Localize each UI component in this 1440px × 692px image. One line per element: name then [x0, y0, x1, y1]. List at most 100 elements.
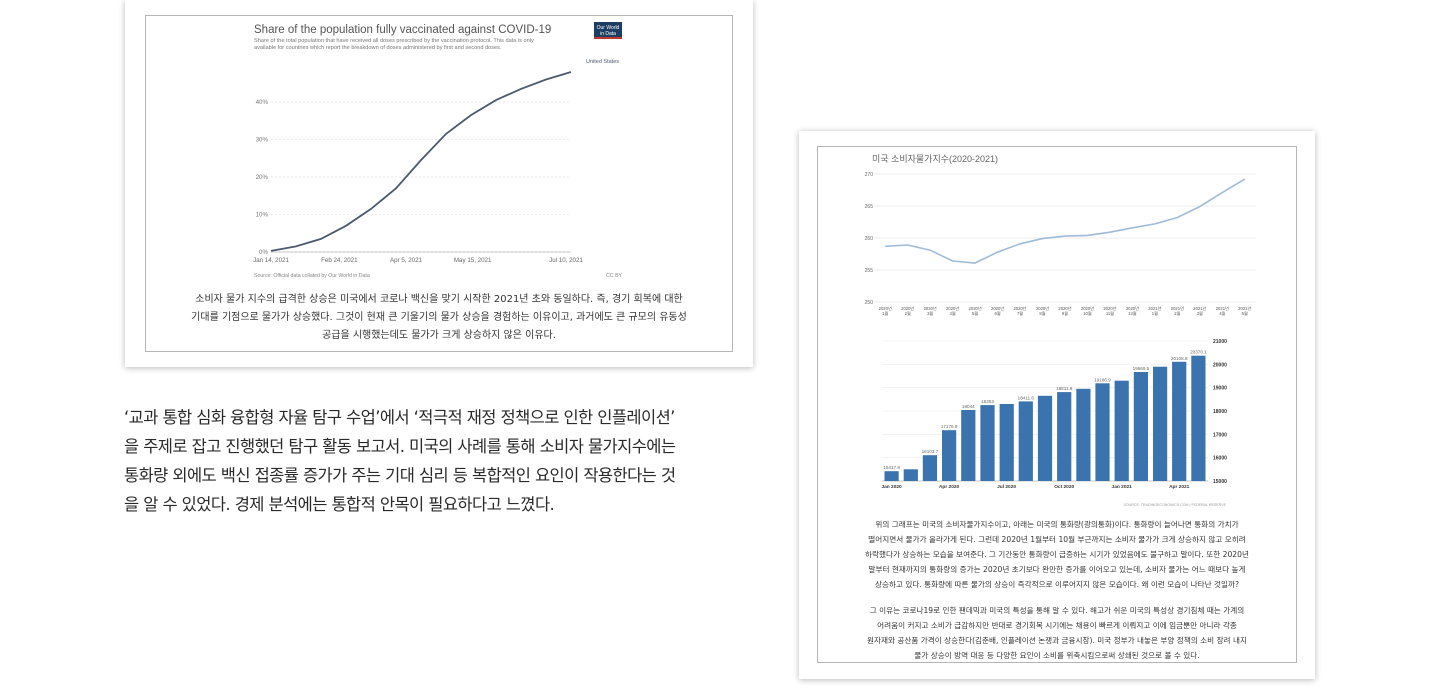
cpi-x-tick-month: 12월 [1128, 310, 1137, 317]
paragraph-line: 하락했다가 상승하는 모습을 보여준다. 그 기간동안 통화량이 급증하는 시기… [865, 550, 1249, 559]
report-line: ‘교과 통합 심화 융합형 자율 탐구 수업’에서 ‘적극적 재정 정책으로 인… [124, 408, 675, 427]
m2-data-label: 19186.9 [1094, 377, 1111, 382]
m2-data-label: 18253 [981, 399, 994, 404]
m2-data-label: 18044 [962, 404, 975, 409]
cpi-x-tick-month: 1월 [1152, 310, 1158, 317]
report-line: 을 알 수 있었다. 경제 분석에는 통합적 안목이 필요하다고 느꼈다. [124, 495, 555, 514]
cpi-x-tick-month: 4월 [1219, 310, 1225, 317]
cpi-x-tick-month: 6월 [994, 310, 1000, 317]
cpi-x-tick-year: 2021년 [1216, 305, 1229, 311]
m2-data-label: 19669.5 [1133, 366, 1150, 371]
cpi-x-tick-month: 1월 [882, 310, 888, 317]
cpi-line-chart: 미국 소비자물가지수(2020-2021) 270 265 260 255 250 20… [865, 154, 1256, 317]
cpi-x-tick-month: 2월 [1174, 310, 1180, 317]
m2-bar [1191, 355, 1206, 481]
cpi-x-tick-month: 3월 [927, 310, 933, 317]
m2-data-label: 20370.1 [1190, 350, 1207, 355]
cpi-paragraph-1: 위의 그래프는 미국의 소비자물가지수이고, 아래는 미국의 통화량(광의통화)… [818, 517, 1296, 592]
cpi-x-tick-year: 2020년 [1036, 305, 1049, 311]
cpi-y-tick-label: 250 [865, 300, 874, 306]
paragraph-line: 물가 상승이 방역 대응 등 다양한 요인이 소비를 위축시킴으로써 상쇄된 것… [914, 651, 1200, 660]
paragraph-line: 위의 그래프는 미국의 소비자물가지수이고, 아래는 미국의 통화량(광의통화)… [875, 520, 1239, 529]
m2-data-label: 18811.6 [1056, 386, 1073, 391]
x-tick-label: Apr 5, 2021 [390, 257, 423, 264]
cpi-x-tick-month: 2월 [905, 310, 911, 317]
cpi-x-tick-month: 4월 [950, 310, 956, 317]
cpi-card-frame: 미국 소비자물가지수(2020-2021) 270 265 260 255 250 20… [817, 146, 1297, 663]
m2-bar [1076, 388, 1091, 481]
m2-bar [922, 455, 937, 481]
cpi-series-line [885, 178, 1246, 264]
cpi-paragraph-2: 그 이유는 코로나19로 인한 팬데믹과 미국의 특성을 통해 알 수 있다. … [818, 603, 1296, 662]
m2-bar [1057, 392, 1072, 481]
m2-y-tick-label: 15000 [1213, 479, 1227, 485]
owid-logo-line: in Data [600, 31, 616, 37]
cpi-x-tick-year: 2020년 [969, 305, 982, 311]
m2-y-tick-label: 17000 [1213, 432, 1227, 438]
y-tick-label: 30% [256, 137, 269, 144]
m2-y-tick-label: 18000 [1213, 409, 1227, 415]
series-line-united-states [270, 71, 572, 252]
owid-logo-line: Our World [597, 25, 620, 31]
vaccination-chart: Share of the population fully vaccinated… [253, 22, 623, 279]
m2-bar [1037, 395, 1053, 481]
m2-y-tick-label: 21000 [1213, 339, 1227, 345]
cpi-chart-title: 미국 소비자물가지수(2020-2021) [872, 154, 998, 164]
cpi-x-tick-year: 2020년 [1081, 305, 1094, 311]
m2-bar [980, 405, 995, 481]
y-tick-label: 10% [256, 212, 269, 219]
cpi-y-tick-label: 260 [865, 236, 874, 242]
vaccination-report-card: Share of the population fully vaccinated… [125, 0, 753, 367]
cpi-x-tick-year: 2020년 [924, 305, 937, 311]
m2-source: SOURCE: TRADINGECONOMICS.COM | FEDERAL R… [1123, 503, 1226, 507]
chart-license: CC BY [606, 273, 622, 279]
chart-subtitle-line: available for countries which report the… [254, 45, 502, 51]
m2-bar [942, 430, 957, 481]
vaccination-caption: 소비자 물가 지수의 급격한 상승은 미국에서 코로나 백신을 맞기 시작한 2… [146, 291, 732, 345]
chart-source: Source: Official data collated by Our Wo… [254, 273, 370, 279]
cpi-x-tick-month: 5월 [972, 310, 978, 317]
cpi-x-tick-year: 2021년 [1193, 305, 1206, 311]
y-tick-label: 40% [256, 99, 269, 106]
cpi-x-tick-year: 2020년 [946, 305, 959, 311]
paragraph-line: 원자재와 공산품 가격이 상승한다(김춘배, 인플레이션 논쟁과 금융시장). … [867, 636, 1247, 645]
paragraph-line: 어려움이 커지고 소비가 급감하지만 반대로 경기회복 시기에는 채용이 빠르게… [877, 621, 1237, 630]
m2-y-tick-label: 16000 [1213, 456, 1227, 462]
m2-x-tick-label: Apr 2020 [939, 484, 960, 490]
cpi-report-card: 미국 소비자물가지수(2020-2021) 270 265 260 255 250 20… [799, 131, 1315, 679]
m2-data-label: 20108.6 [1171, 356, 1188, 361]
m2-x-tick-label: Jan 2021 [1112, 484, 1133, 490]
cpi-x-tick-month: 7월 [1017, 310, 1023, 317]
cpi-x-tick-year: 2021년 [1148, 305, 1161, 311]
paragraph-line: 말부터 현재까지의 통화량의 증가는 2020년 초기보다 완만한 증가를 이어… [868, 565, 1246, 574]
chart-title: Share of the population fully vaccinated… [254, 24, 551, 36]
x-tick-label: Jul 10, 2021 [549, 257, 583, 264]
paragraph-line: 상승하고 있다. 통화량에 따른 물가의 상승이 즉각적으로 이루어지지 않은 … [874, 580, 1239, 589]
m2-data-label: 17176.9 [941, 424, 958, 429]
caption-line: 기대를 기점으로 물가가 상승했다. 그것이 현재 큰 기울기의 물가 상승을 … [191, 312, 687, 323]
cpi-y-tick-label: 255 [865, 268, 874, 274]
cpi-x-tick-month: 3월 [1197, 310, 1203, 317]
cpi-x-tick-year: 2020년 [879, 305, 892, 311]
cpi-x-tick-year: 2020년 [901, 305, 914, 311]
cpi-x-tick-month: 10월 [1083, 310, 1092, 317]
m2-x-tick-label: Oct 2020 [1054, 484, 1074, 490]
m2-bar [1153, 366, 1168, 481]
m2-bar [1018, 401, 1033, 481]
m2-data-label: 18411.6 [1018, 395, 1035, 400]
chart-subtitle-line: Share of the total population that have … [254, 38, 534, 44]
m2-y-tick-label: 19000 [1213, 386, 1227, 392]
m2-bar [1114, 380, 1129, 481]
cpi-y-tick-label: 270 [865, 172, 874, 178]
cpi-x-tick-year: 2021년 [1238, 305, 1251, 311]
m2-x-tick-label: Jan 2020 [881, 484, 902, 490]
cpi-x-tick-month: 5월 [1242, 310, 1248, 317]
m2-bar [999, 404, 1014, 481]
m2-bar [1133, 372, 1148, 481]
m2-x-tick-label: Jul 2020 [997, 484, 1016, 490]
cpi-x-tick-month: 9월 [1062, 310, 1068, 317]
cpi-x-tick-year: 2020년 [991, 305, 1004, 311]
m2-x-tick-label: Apr 2021 [1169, 484, 1190, 490]
paragraph-line: 그 이유는 코로나19로 인한 팬데믹과 미국의 특성을 통해 알 수 있다. … [869, 606, 1245, 615]
report-line: 을 주제로 잡고 진행했던 탐구 활동 보고서. 미국의 사례를 통해 소비자 … [124, 437, 676, 456]
